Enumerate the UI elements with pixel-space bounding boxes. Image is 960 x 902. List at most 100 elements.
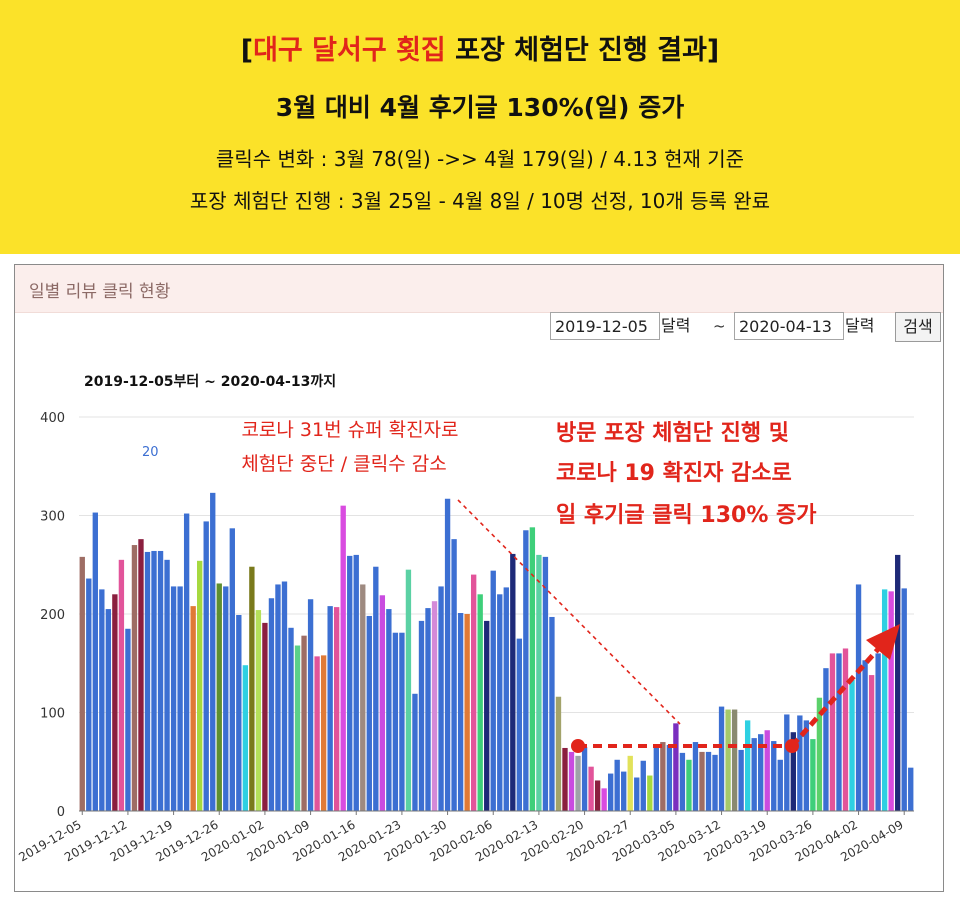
bar bbox=[216, 583, 222, 811]
bar bbox=[849, 680, 855, 811]
bar bbox=[549, 616, 555, 811]
bar bbox=[288, 627, 294, 811]
bar bbox=[197, 560, 203, 811]
bar bbox=[764, 730, 770, 811]
bar bbox=[562, 747, 568, 811]
bar bbox=[451, 539, 457, 811]
bar bbox=[660, 742, 666, 811]
bar bbox=[131, 545, 138, 811]
bar bbox=[157, 550, 164, 811]
bar bbox=[868, 675, 875, 811]
bar bbox=[621, 771, 627, 811]
end-date-input[interactable]: 2020-04-13 bbox=[734, 312, 844, 340]
bar bbox=[438, 586, 444, 811]
bar bbox=[470, 574, 477, 811]
search-button[interactable]: 검색 bbox=[895, 312, 941, 342]
bar bbox=[797, 715, 803, 811]
growth-arrow-head bbox=[866, 624, 900, 660]
bar bbox=[503, 587, 509, 811]
bar bbox=[875, 653, 881, 811]
bar bbox=[842, 648, 849, 811]
bar bbox=[647, 775, 653, 811]
bar bbox=[614, 759, 620, 811]
bar bbox=[223, 586, 229, 811]
bar bbox=[542, 556, 549, 811]
panel-title: 일별 리뷰 클릭 현황 bbox=[29, 282, 171, 302]
bar bbox=[836, 653, 842, 811]
bar bbox=[497, 594, 503, 811]
banner-subtitle: 3월 대비 4월 후기글 130%(일) 증가 bbox=[275, 93, 685, 122]
bar bbox=[262, 622, 268, 811]
bar bbox=[203, 521, 209, 811]
bar bbox=[425, 608, 431, 811]
growth-arrow-line bbox=[790, 636, 890, 748]
title-rest: 포장 체험단 진행 결과] bbox=[445, 35, 720, 66]
bar bbox=[692, 742, 699, 811]
bar bbox=[862, 660, 868, 811]
bar bbox=[784, 714, 790, 811]
covid-note-line1: 코로나 31번 슈퍼 확진자로 bbox=[241, 419, 458, 441]
title-highlight: 대구 달서구 횟집 bbox=[253, 35, 446, 66]
bar bbox=[790, 732, 796, 811]
bar bbox=[229, 528, 235, 811]
bar bbox=[516, 638, 523, 812]
bar bbox=[588, 766, 594, 811]
bar bbox=[816, 697, 823, 811]
bar bbox=[275, 584, 281, 811]
bar bbox=[810, 739, 816, 811]
bar bbox=[581, 746, 588, 811]
bar bbox=[640, 760, 646, 811]
bar bbox=[340, 505, 346, 811]
bar bbox=[314, 656, 320, 811]
bar bbox=[712, 754, 718, 811]
y-tick-label: 200 bbox=[40, 608, 65, 623]
bar bbox=[386, 609, 392, 811]
start-date-input[interactable]: 2019-12-05 bbox=[550, 312, 660, 340]
click-change-text: 클릭수 변화 : 3월 78(일) ->> 4월 179(일) / 4.13 현… bbox=[215, 147, 745, 171]
bar bbox=[803, 720, 810, 811]
bar bbox=[607, 773, 614, 811]
bar bbox=[164, 559, 170, 811]
bar bbox=[125, 628, 131, 811]
bar bbox=[255, 610, 262, 811]
bar bbox=[751, 738, 757, 811]
bar bbox=[379, 595, 386, 811]
bar bbox=[242, 665, 249, 811]
title-bracket: [ bbox=[240, 35, 254, 66]
bar bbox=[464, 614, 470, 811]
panel-title-bar: 일별 리뷰 클릭 현황 bbox=[15, 265, 943, 313]
bar bbox=[405, 569, 412, 811]
bar bbox=[758, 734, 764, 811]
bar bbox=[281, 581, 288, 811]
bar bbox=[477, 594, 483, 811]
bar bbox=[666, 745, 673, 811]
bar bbox=[307, 599, 314, 811]
bar bbox=[151, 550, 157, 811]
start-marker bbox=[571, 739, 585, 753]
bar bbox=[183, 513, 190, 811]
bar bbox=[823, 668, 829, 811]
bar bbox=[653, 746, 659, 811]
bar bbox=[373, 566, 379, 811]
result-note-line3: 일 후기글 클릭 130% 증가 bbox=[556, 503, 817, 528]
bar bbox=[170, 586, 177, 811]
bar bbox=[510, 553, 516, 811]
bar bbox=[86, 578, 92, 811]
end-calendar-button[interactable]: 달력 bbox=[845, 316, 875, 335]
bar bbox=[105, 609, 112, 811]
bar bbox=[431, 601, 438, 811]
y-tick-label: 400 bbox=[40, 411, 65, 426]
bar bbox=[895, 554, 901, 811]
header-banner: [대구 달서구 횟집 포장 체험단 진행 결과] 3월 대비 4월 후기글 13… bbox=[0, 0, 960, 254]
start-calendar-button[interactable]: 달력 bbox=[661, 316, 691, 335]
bar bbox=[855, 584, 862, 811]
bar bbox=[79, 556, 85, 811]
bar bbox=[744, 720, 751, 811]
bar bbox=[294, 645, 301, 811]
bar bbox=[673, 723, 679, 811]
bar bbox=[777, 759, 783, 811]
chart-title: 2019-12-05부터 ~ 2020-04-13까지 bbox=[84, 374, 336, 390]
bar bbox=[536, 554, 542, 811]
bar bbox=[334, 607, 340, 811]
bar bbox=[210, 492, 216, 811]
